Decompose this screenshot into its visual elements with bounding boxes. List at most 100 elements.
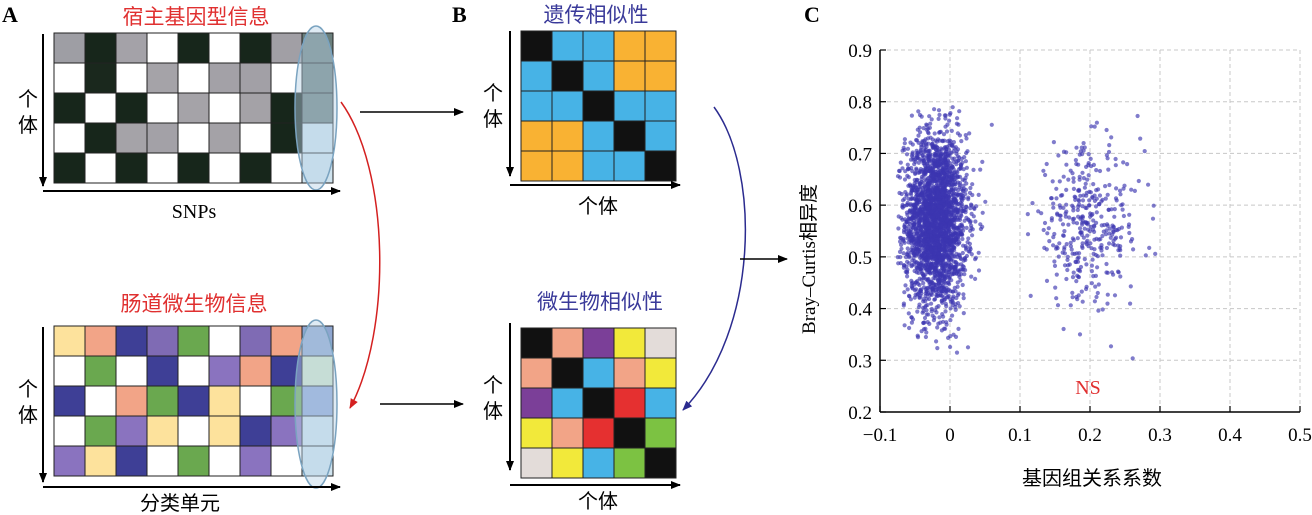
scatter-point [1084,286,1089,292]
scatter-point [1095,254,1100,259]
scatter-point [939,285,945,290]
scatter-point [1112,214,1117,219]
scatter-point [1113,156,1118,162]
genotype-cell [239,122,272,154]
scatter-point [918,261,923,266]
scatter-point [958,278,963,283]
scatter-point [901,251,906,256]
microbial-similarity-cell [551,327,584,359]
scatter-point [943,113,948,118]
genotype-cell [177,62,210,94]
scatter-point [942,243,947,248]
scatter-point [1070,290,1075,295]
scatter-point [945,250,950,255]
scatter-point [1089,263,1094,268]
scatter-point [937,247,942,253]
scatter-point [921,327,927,332]
genotype-cell [177,32,210,64]
scatter-point [929,262,934,267]
scatter-point [1064,276,1069,282]
microbial-similarity-cell [520,447,553,479]
scatter-point [1071,208,1076,213]
scatter-point [1052,263,1058,268]
scatter-point [932,255,937,260]
scatter-point [1093,284,1098,289]
scatter-point [936,321,941,326]
scatter-point [917,125,922,130]
scatter-point [935,325,940,330]
scatter-point [952,248,957,253]
scatter-point [924,213,929,218]
scatter-point [910,285,915,290]
scatter-point [935,222,940,227]
genotype-cell [84,122,117,154]
scatter-point [939,263,944,268]
scatter-point [957,185,962,190]
scatter-point [938,153,943,159]
genotype-cell [146,152,179,184]
scatter-point [921,126,926,131]
scatter-point [945,167,950,172]
scatter-point [1109,270,1115,275]
scatter-point [931,158,936,163]
scatter-point [1105,270,1110,275]
scatter-point [902,290,907,295]
microbiome-cell [301,445,334,477]
microbial-similarity-cell [520,327,553,359]
scatter-point [922,146,927,151]
y-tick-label: 0.7 [848,144,872,165]
scatter-point [1088,156,1093,161]
scatter-point [964,172,969,177]
microbial-similarity-cell [520,417,553,449]
scatter-point [1069,247,1074,252]
genotype-cell [239,92,272,124]
scatter-point [1058,205,1063,210]
scatter-point [976,250,981,255]
scatter-point [956,158,961,163]
scatter-point [1125,162,1130,167]
scatter-point [1060,222,1066,227]
scatter-point [908,202,913,207]
scatter-point [910,151,915,157]
microbiome-cell [208,325,241,357]
genotype-cell [53,152,86,184]
scatter-point [1084,205,1089,211]
scatter-point [933,282,938,287]
genetic-similarity-cell [644,120,677,152]
scatter-point [904,219,909,224]
scatter-point [1080,299,1085,304]
scatter-point [902,240,907,245]
microbiome-cell [115,325,148,357]
scatter-point [1104,245,1109,251]
scatter-point [1108,344,1114,349]
microbiome-cell [146,355,179,387]
scatter-point [913,253,919,258]
scatter-point [924,141,929,146]
scatter-point [1054,186,1059,191]
scatter-point [1118,274,1123,279]
scatter-point [938,228,944,233]
scatter-point [945,188,950,194]
scatter-point [909,215,915,221]
scatter-point [1081,176,1086,181]
genetic-similarity-cell [551,120,584,152]
scatter-point [1151,203,1156,208]
scatter-point [1099,214,1104,219]
scatter-point [1079,289,1084,294]
scatter-point [957,228,962,233]
scatter-point [1112,243,1117,248]
scatter-point [1103,184,1108,189]
scatter-point [950,289,955,294]
scatter-point [1135,113,1140,119]
scatter-point [929,237,935,242]
x-tick-label: 0 [945,425,955,446]
scatter-point [925,267,930,272]
scatter-point [1100,233,1105,239]
scatter-point [1078,193,1083,198]
scatter-point [941,198,946,203]
genetic-similarity-cell [644,90,677,122]
scatter-point [925,277,930,282]
scatter-point [942,279,947,285]
scatter-point [904,203,909,208]
scatter-point [928,169,933,174]
